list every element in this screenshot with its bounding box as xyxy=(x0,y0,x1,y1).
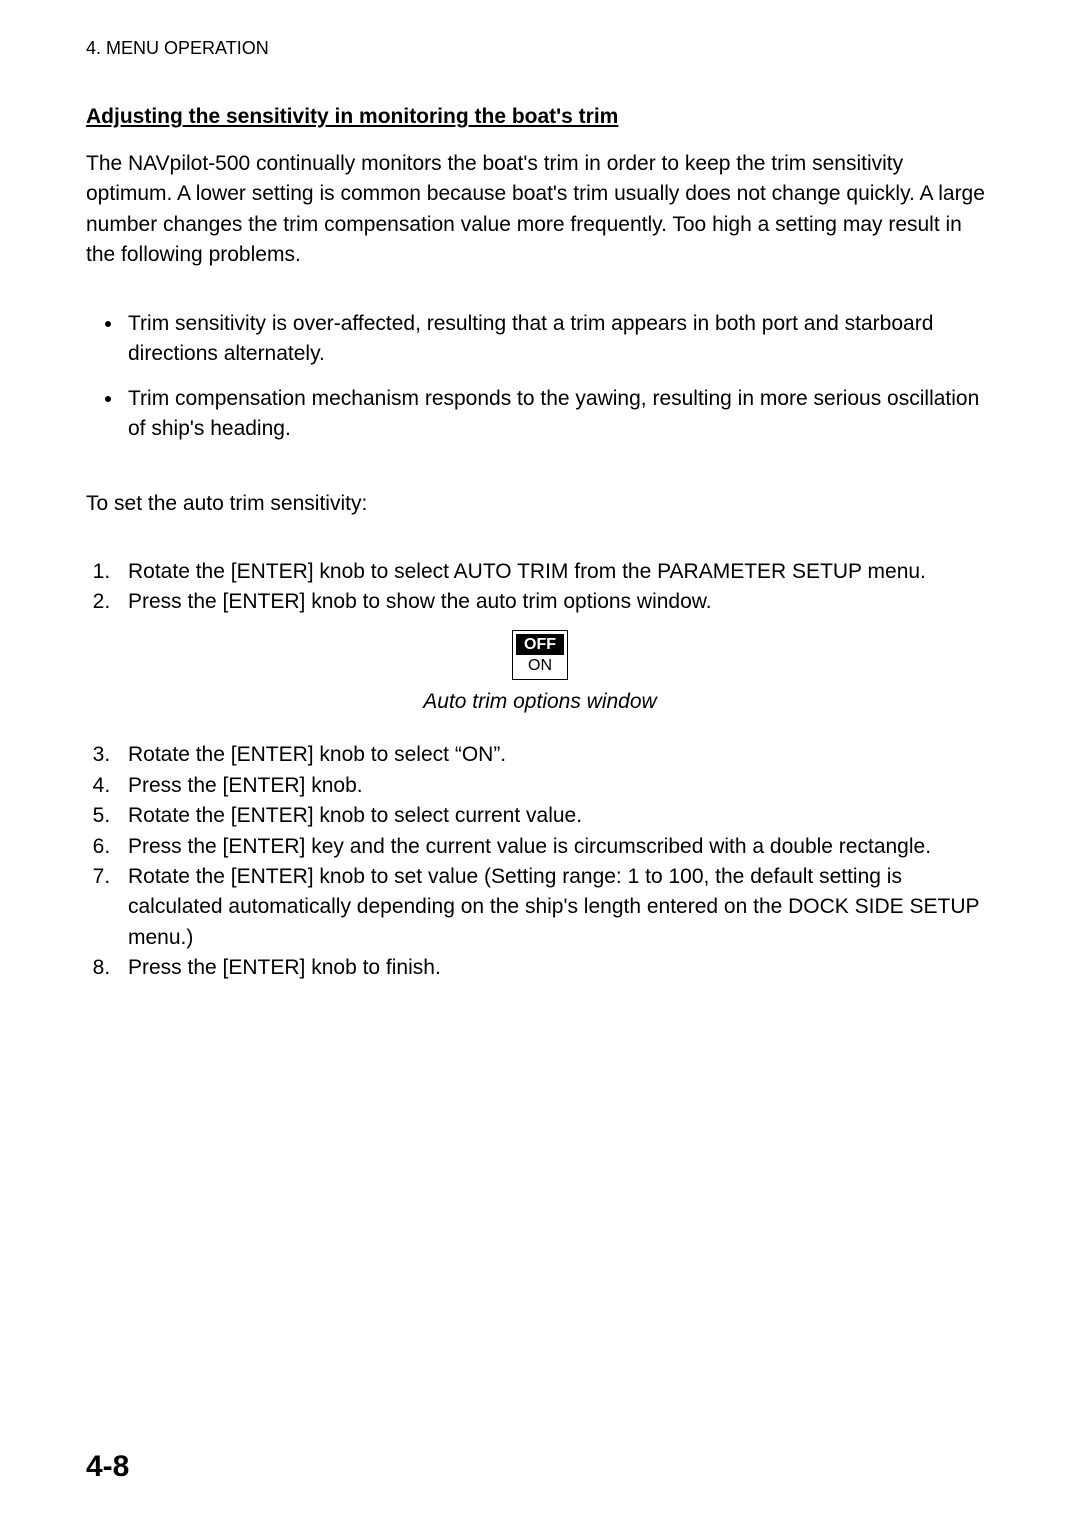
step-item: Press the [ENTER] knob to show the auto … xyxy=(116,587,994,617)
page-number: 4-8 xyxy=(86,1450,129,1484)
step-item: Press the [ENTER] knob. xyxy=(116,771,994,801)
step-item: Rotate the [ENTER] knob to select AUTO T… xyxy=(116,557,994,587)
step-item: Rotate the [ENTER] knob to select curren… xyxy=(116,801,994,831)
problem-list: Trim sensitivity is over-affected, resul… xyxy=(86,309,994,445)
step-item: Press the [ENTER] key and the current va… xyxy=(116,832,994,862)
option-off-selected: OFF xyxy=(516,634,564,655)
section-title: Adjusting the sensitivity in monitoring … xyxy=(86,105,994,129)
lead-in-text: To set the auto trim sensitivity: xyxy=(86,489,994,519)
options-window-figure: OFF ON Auto trim options window xyxy=(86,630,994,714)
steps-list-a: Rotate the [ENTER] knob to select AUTO T… xyxy=(86,557,994,618)
list-item: Trim compensation mechanism responds to … xyxy=(124,384,994,445)
step-item: Rotate the [ENTER] knob to set value (Se… xyxy=(116,862,994,953)
intro-paragraph: The NAVpilot-500 continually monitors th… xyxy=(86,149,994,271)
figure-caption: Auto trim options window xyxy=(423,690,656,714)
steps-list-b: Rotate the [ENTER] knob to select “ON”. … xyxy=(86,740,994,984)
list-item: Trim sensitivity is over-affected, resul… xyxy=(124,309,994,370)
option-on: ON xyxy=(516,655,564,676)
step-item: Press the [ENTER] knob to finish. xyxy=(116,953,994,983)
auto-trim-options-box: OFF ON xyxy=(512,630,568,680)
chapter-header: 4. MENU OPERATION xyxy=(86,38,994,59)
step-item: Rotate the [ENTER] knob to select “ON”. xyxy=(116,740,994,770)
